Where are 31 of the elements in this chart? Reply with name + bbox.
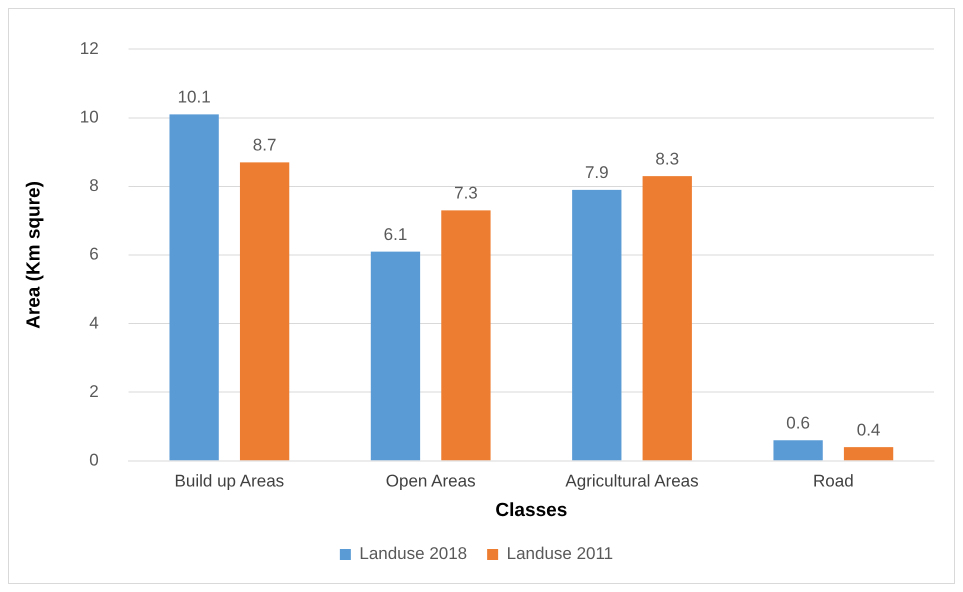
bar [370,252,420,460]
bar [844,447,894,460]
y-tick-label: 4 [89,313,99,332]
y-tick-label: 2 [89,382,99,401]
legend-label: Landuse 2018 [359,544,468,564]
data-label: 7.9 [584,163,609,182]
y-tick-label: 10 [80,107,99,126]
data-label: 0.6 [786,413,810,432]
x-tick-label: Agricultural Areas [565,472,699,491]
bar [169,114,219,460]
x-tick-label: Build up Areas [174,472,284,491]
data-label: 10.1 [178,88,211,107]
bar [441,210,491,460]
y-tick-label: 12 [80,38,99,58]
legend-label: Landuse 2011 [506,544,614,564]
data-label: 8.7 [252,136,276,155]
y-axis-title: Area (Km squre) [24,181,45,329]
bar [572,190,622,460]
bar [642,176,692,460]
data-label: 6.1 [384,224,408,244]
y-tick-label: 6 [89,244,99,264]
bar [240,162,290,460]
y-tick-label: 8 [89,176,99,196]
x-tick-label: Road [813,472,854,491]
data-label: 7.3 [454,184,478,203]
bar [773,440,823,460]
data-label: 8.3 [655,149,680,168]
x-tick-label: Open Areas [386,472,476,491]
x-axis-title: Classes [495,500,568,521]
y-tick-label: 0 [89,450,99,470]
data-label: 0.4 [856,420,880,440]
